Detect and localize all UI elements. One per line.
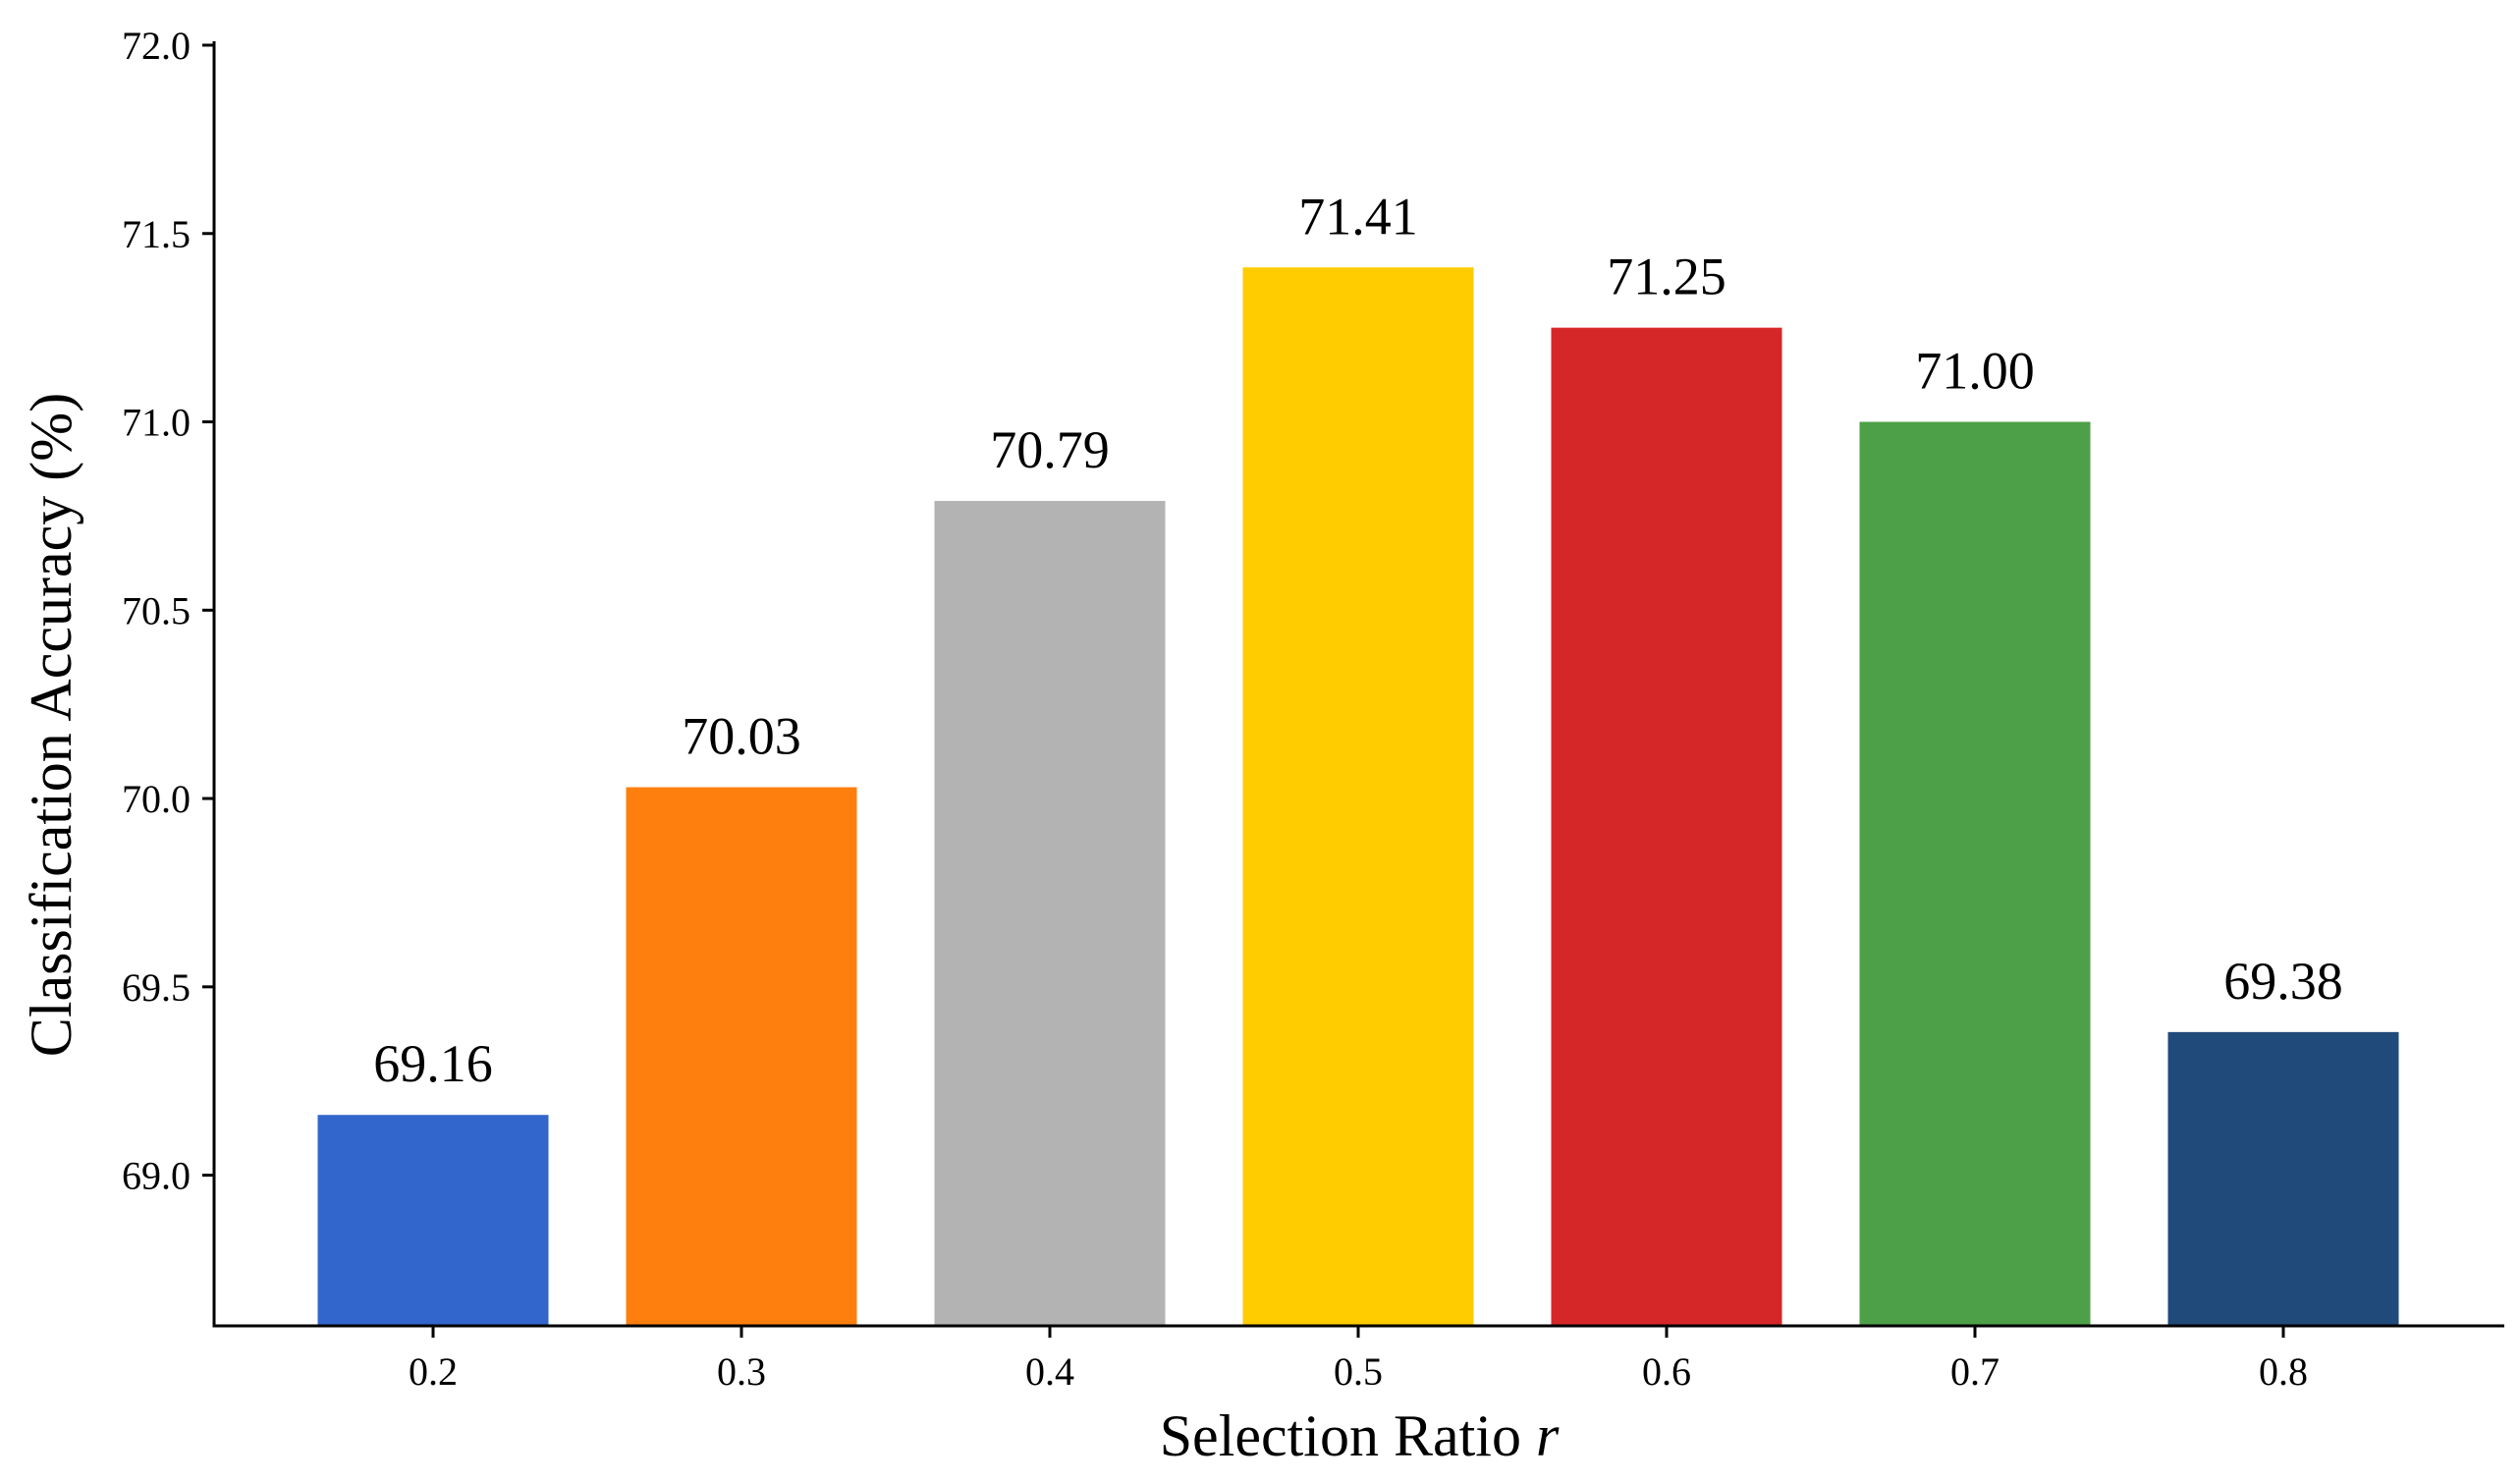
value-label-0.5: 71.41	[1298, 187, 1418, 246]
x-axis-label-text: Selection Ratio	[1160, 1403, 1536, 1468]
x-tick-label: 0.7	[1950, 1349, 2000, 1394]
bar-0.3	[626, 787, 857, 1326]
bar-0.5	[1242, 267, 1474, 1326]
y-tick-label: 69.5	[122, 965, 191, 1010]
y-tick-label: 69.0	[122, 1154, 191, 1198]
value-label-0.3: 70.03	[682, 707, 801, 766]
bar-0.6	[1551, 327, 1782, 1326]
x-tick-label: 0.4	[1025, 1349, 1074, 1394]
value-label-0.4: 70.79	[990, 420, 1110, 479]
value-label-0.2: 69.16	[373, 1034, 493, 1093]
x-tick-label: 0.6	[1642, 1349, 1691, 1394]
bar-0.8	[2167, 1031, 2399, 1326]
y-tick-label: 71.0	[122, 401, 191, 445]
bars-group	[317, 267, 2399, 1327]
y-axis-label: Classification Accuracy (%)	[19, 393, 83, 1057]
y-tick-label: 71.5	[122, 212, 191, 256]
y-tick-label: 72.0	[122, 24, 191, 68]
x-tick-label: 0.8	[2259, 1349, 2308, 1394]
bar-0.4	[934, 501, 1166, 1327]
x-axis-ticks: 0.2 0.3 0.4 0.5 0.6 0.7 0.8	[409, 1326, 2308, 1394]
x-axis-label: Selection Ratio r	[1160, 1403, 1560, 1468]
value-label-0.8: 69.38	[2223, 952, 2343, 1011]
value-labels-group: 69.16 70.03 70.79 71.41 71.25 71.00 69.38	[373, 187, 2343, 1093]
bar-0.7	[1859, 421, 2091, 1326]
y-tick-label: 70.0	[122, 777, 191, 821]
x-tick-label: 0.3	[717, 1349, 766, 1394]
bar-0.2	[317, 1115, 549, 1326]
x-axis-label-symbol: r	[1536, 1403, 1560, 1468]
value-label-0.6: 71.25	[1607, 247, 1726, 306]
y-axis-ticks: 69.0 69.5 70.0 70.5 71.0 71.5 72.0	[122, 24, 214, 1198]
x-tick-label: 0.2	[409, 1349, 458, 1394]
value-label-0.7: 71.00	[1915, 342, 2035, 401]
x-tick-label: 0.5	[1334, 1349, 1383, 1394]
y-tick-label: 70.5	[122, 588, 191, 632]
